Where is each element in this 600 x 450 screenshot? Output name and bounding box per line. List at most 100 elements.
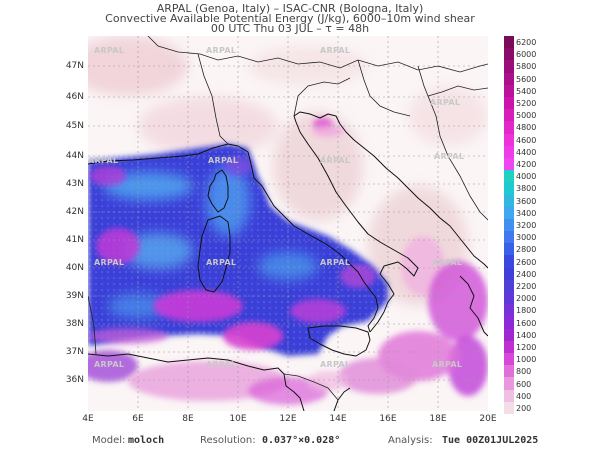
- colorbar-label: 5800: [516, 62, 537, 72]
- colorbar-label: 5400: [516, 86, 537, 96]
- watermark: ARPAL: [94, 46, 125, 55]
- lon-label: 20E: [479, 414, 497, 424]
- analysis-label: Analysis:: [388, 435, 433, 446]
- watermark: ARPAL: [206, 46, 237, 55]
- colorbar-segment: [504, 145, 514, 159]
- watermark: ARPAL: [320, 258, 351, 267]
- colorbar-segment: [504, 121, 514, 135]
- colorbar-segment: [504, 109, 514, 122]
- colorbar-segment: [504, 304, 514, 317]
- resolution-value: 0.037°×0.028°: [262, 435, 341, 446]
- resolution-label: Resolution:: [200, 435, 256, 446]
- lat-label: 44N: [65, 151, 84, 161]
- colorbar-label: 4000: [516, 172, 537, 182]
- footer-info: Model: moloch Resolution: 0.037°×0.028° …: [0, 435, 600, 449]
- lon-label: 18E: [429, 414, 447, 424]
- colorbar-label: 2800: [516, 245, 537, 255]
- colorbar-label: 3800: [516, 184, 537, 194]
- colorbar-segment: [504, 72, 514, 86]
- colorbar-label: 4400: [516, 147, 537, 157]
- model-label: Model:: [92, 435, 126, 446]
- colorbar-label: 5000: [516, 111, 537, 121]
- lon-label: 8E: [182, 414, 194, 424]
- colorbar-segment: [504, 401, 514, 415]
- colorbar-segment: [504, 328, 514, 342]
- watermark: ARPAL: [430, 98, 461, 107]
- lon-label: 14E: [329, 414, 347, 424]
- watermark: ARPAL: [432, 258, 463, 267]
- colorbar-label: 5200: [516, 99, 537, 109]
- lat-label: 47N: [65, 61, 84, 71]
- colorbar-segment: [504, 60, 514, 74]
- colorbar-label: 2400: [516, 269, 537, 279]
- colorbar-label: 800: [516, 367, 532, 377]
- watermark: ARPAL: [320, 46, 351, 55]
- colorbar-label: 3400: [516, 208, 537, 218]
- watermark: ARPAL: [208, 156, 239, 165]
- lat-label: 39N: [65, 291, 84, 301]
- colorbar-label: 1400: [516, 330, 537, 340]
- colorbar-label: 2600: [516, 257, 537, 267]
- colorbar-segment: [504, 255, 514, 269]
- cape-map-svg: [88, 36, 488, 411]
- colorbar-segment: [504, 365, 514, 378]
- national-borders: [88, 36, 488, 401]
- lon-label: 16E: [379, 414, 397, 424]
- colorbar-segment: [504, 182, 514, 195]
- graticule: [88, 36, 488, 411]
- colorbar-segment: [504, 218, 514, 232]
- coastlines: [88, 111, 488, 411]
- colorbar-segment: [504, 377, 514, 391]
- lon-label: 4E: [82, 414, 94, 424]
- colorbar-segment: [504, 292, 514, 305]
- colorbar-segment: [504, 353, 514, 366]
- colorbar-label: 3600: [516, 196, 537, 206]
- map-title-line-3: 00 UTC Thu 03 JUL – τ = 48h: [210, 22, 370, 35]
- colorbar-segment: [504, 84, 514, 98]
- colorbar-label: 3000: [516, 233, 537, 243]
- colorbar-label: 400: [516, 391, 532, 401]
- map-title-line-1: ARPAL (Genoa, Italy) – ISAC-CNR (Bologna…: [156, 2, 424, 15]
- colorbar-segment: [504, 157, 514, 171]
- model-value: moloch: [128, 435, 165, 446]
- colorbar-segment: [504, 96, 514, 110]
- colorbar-label: 5600: [516, 74, 537, 84]
- colorbar-label: 1600: [516, 318, 537, 328]
- colorbar-segment: [504, 231, 514, 244]
- colorbar-label: 1200: [516, 342, 537, 352]
- colorbar-label: 6200: [516, 38, 537, 48]
- lat-label: 37N: [65, 347, 84, 357]
- colorbar-label: 4600: [516, 135, 537, 145]
- watermark: ARPAL: [206, 258, 237, 267]
- watermark: ARPAL: [94, 360, 125, 369]
- colorbar-segment: [504, 267, 514, 281]
- watermark: ARPAL: [320, 156, 351, 165]
- colorbar-segment: [504, 133, 514, 147]
- watermark: ARPAL: [432, 360, 463, 369]
- lat-label: 40N: [65, 263, 84, 273]
- colorbar-segment: [504, 170, 514, 183]
- colorbar-segment: [504, 389, 514, 403]
- lon-label: 12E: [279, 414, 297, 424]
- colorbar-label: 2200: [516, 281, 537, 291]
- lat-label: 43N: [65, 179, 84, 189]
- map-title-line-2: Convective Available Potential Energy (J…: [105, 12, 475, 25]
- lon-label: 10E: [229, 414, 247, 424]
- colorbar-label: 600: [516, 379, 532, 389]
- cape-map: ARPAL ARPAL ARPAL ARPAL ARPAL ARPAL ARPA…: [88, 36, 488, 411]
- lat-label: 38N: [65, 319, 84, 329]
- colorbar-label: 1800: [516, 306, 537, 316]
- sea-cape-field: [88, 118, 488, 405]
- colorbar-label: 1000: [516, 355, 537, 365]
- colorbar-segment: [504, 316, 514, 330]
- colorbar-label: 200: [516, 403, 532, 413]
- lat-label: 42N: [65, 207, 84, 217]
- colorbar-label: 6000: [516, 50, 537, 60]
- watermark: ARPAL: [320, 360, 351, 369]
- lat-label: 41N: [65, 235, 84, 245]
- lat-label: 45N: [65, 121, 84, 131]
- colorbar-segment: [504, 206, 514, 220]
- lat-label: 46N: [65, 92, 84, 102]
- colorbar-segment: [504, 36, 514, 49]
- colorbar-label: 4200: [516, 160, 537, 170]
